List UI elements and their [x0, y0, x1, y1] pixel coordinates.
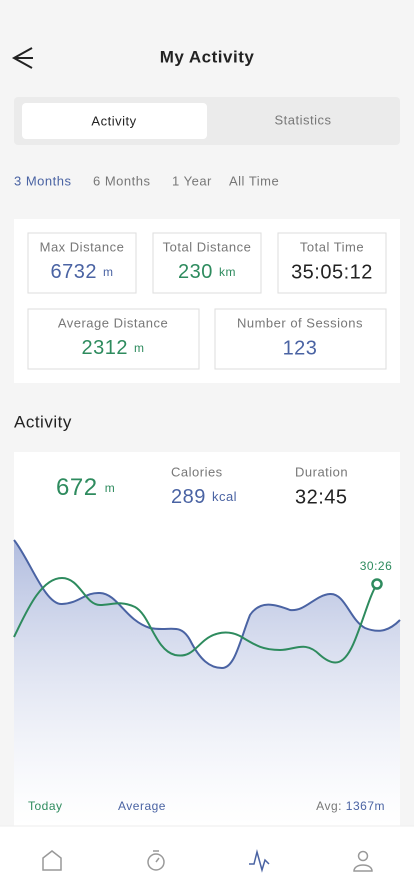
- tab[interactable]: Statistics: [274, 112, 331, 127]
- stat-label: Total Time: [300, 239, 364, 254]
- stat-number: 230: [178, 261, 213, 283]
- summary-unit: kcal: [212, 489, 237, 504]
- active-tab[interactable]: [22, 103, 207, 139]
- home-icon[interactable]: [42, 850, 62, 871]
- title: My Activity: [160, 47, 255, 66]
- range[interactable]: All Time: [229, 173, 279, 188]
- average-note: Avg: 1367m: [316, 799, 385, 813]
- range[interactable]: 1 Year: [172, 173, 212, 188]
- stat-value: 230 km: [178, 261, 236, 283]
- tab[interactable]: Activity: [91, 113, 136, 128]
- stat-label: Max Distance: [40, 239, 125, 254]
- stat-label: Average Distance: [58, 315, 168, 330]
- activity-icon[interactable]: [249, 849, 270, 873]
- stat-box: [27, 232, 137, 294]
- stat-box: [27, 308, 200, 370]
- average-area: [14, 540, 400, 825]
- summary-unit: m: [105, 481, 116, 495]
- nav-bar: [0, 826, 414, 896]
- legend-item: Today: [28, 799, 63, 813]
- summary-value: 32:45: [295, 486, 348, 508]
- back-button[interactable]: [11, 47, 33, 69]
- summary-label: Duration: [295, 464, 348, 479]
- stat-unit: m: [103, 265, 114, 279]
- legend-item: Average: [118, 799, 166, 813]
- stat-unit: m: [134, 341, 145, 355]
- range[interactable]: 3 Months: [14, 173, 71, 188]
- profile-icon[interactable]: [353, 850, 373, 872]
- stat-box: [152, 232, 262, 294]
- summary-label: Calories: [171, 464, 223, 479]
- stat-unit: km: [219, 265, 236, 279]
- stat-value: 35:05:12: [291, 261, 373, 283]
- summary-number: 289: [171, 486, 206, 508]
- summary-value: 289 kcal: [171, 486, 237, 508]
- stat-label: Number of Sessions: [237, 315, 363, 330]
- section-title: Activity: [14, 412, 72, 431]
- stat-number: 2312: [81, 337, 128, 359]
- avg-label: Avg:: [316, 799, 342, 813]
- stat-label: Total Distance: [163, 239, 252, 254]
- stat-value: 6732 m: [50, 261, 113, 283]
- today-marker: [371, 578, 383, 590]
- summary-number: 672: [56, 474, 98, 501]
- stat-value: 2312 m: [81, 337, 144, 359]
- stat-box: [277, 232, 387, 294]
- stat-box: [214, 308, 387, 370]
- average-line: [13, 539, 401, 670]
- today-line: [13, 576, 378, 664]
- timer-icon[interactable]: [147, 850, 165, 871]
- avg-value: 1367m: [346, 799, 385, 813]
- stat-value: 123: [283, 337, 318, 359]
- stat-number: 6732: [50, 261, 97, 283]
- annotation: 30:26: [360, 559, 393, 573]
- summary-value: 672 m: [56, 474, 115, 501]
- range[interactable]: 6 Months: [93, 173, 150, 188]
